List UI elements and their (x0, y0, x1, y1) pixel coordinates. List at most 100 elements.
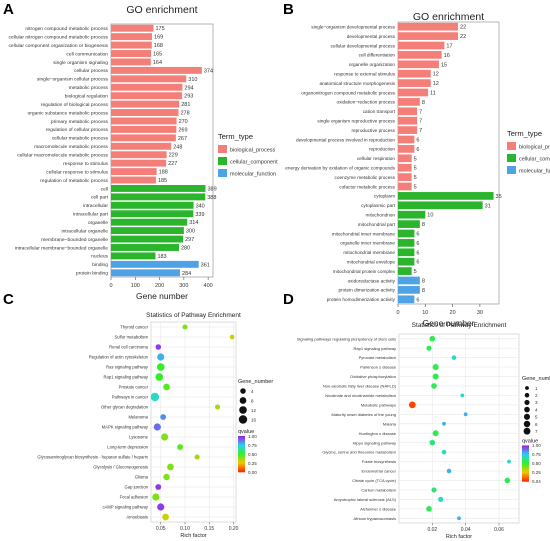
bar-cellular-component (111, 201, 194, 209)
bar-value-label: 340 (196, 203, 205, 209)
plot-frame (397, 21, 500, 305)
data-point (155, 344, 162, 350)
x-axis-label: Rich factor (446, 534, 472, 540)
bar-biological-process (111, 159, 167, 167)
bar-value-label: 7 (419, 128, 422, 134)
color-scale-segment (522, 451, 529, 453)
x-tick-label: 0 (109, 283, 112, 289)
data-point (457, 516, 461, 521)
category-label: Prostate cancer (119, 385, 149, 390)
color-scale-segment (238, 451, 245, 454)
color-scale-segment (238, 461, 245, 463)
panel-letter: D (283, 291, 294, 308)
color-scale-segment (238, 456, 245, 458)
bar-biological-process (398, 126, 418, 134)
color-scale-segment (238, 440, 245, 443)
x-tick-label: 200 (155, 283, 164, 289)
size-legend-label: 6 (535, 422, 538, 427)
bar-biological-process (111, 176, 156, 184)
bar-cellular-component (111, 210, 194, 218)
x-tick-label: 0.04 (461, 527, 471, 533)
category-label: oxidation−reduction process (337, 100, 396, 105)
category-label: cell differentiation (359, 53, 396, 58)
bar-biological-process (111, 33, 153, 41)
category-label: Rap1 signaling pathway (104, 375, 149, 380)
category-label: Regulation of actin cytoskeleton (89, 355, 149, 360)
bar-value-label: 17 (446, 44, 452, 50)
category-label: intracellular (83, 203, 108, 209)
category-label: Alzheimer s disease (360, 506, 397, 511)
chart-title: GO enrichment (126, 4, 197, 16)
category-label: cofactor metabolic process (339, 184, 395, 189)
category-label: single organism signaling (53, 60, 108, 66)
data-point (214, 404, 221, 410)
bar-cellular-component (111, 244, 179, 251)
bar-value-label: 293 (184, 94, 193, 100)
data-point (426, 506, 432, 512)
bar-biological-process (111, 75, 187, 83)
bar-value-label: 6 (416, 297, 419, 303)
bar-biological-process (111, 142, 172, 150)
bar-value-label: 269 (178, 127, 187, 133)
panel-c: C Statistics of Pathway Enrichment Thyroid… (3, 291, 273, 539)
category-label: protein dimerization activity (338, 288, 395, 293)
bar-biological-process (398, 163, 412, 172)
bar-value-label: 6 (416, 250, 419, 256)
bar-biological-process (111, 66, 202, 74)
size-legend: Gene_number 1 2 3 4 5 6 7 (522, 376, 550, 435)
size-legend-dot (525, 386, 529, 390)
category-labels: Thyroid cancer Sulfur metabolism Renal cel… (37, 325, 148, 520)
color-legend-label: 0.04 (532, 479, 541, 484)
legend-swatch-biological-process (507, 142, 516, 150)
bar-biological-process (398, 154, 412, 163)
bar-biological-process (398, 69, 431, 78)
bar-value-label: 6 (416, 232, 419, 238)
category-label: single−organism cellular process (37, 77, 109, 83)
data-point (229, 334, 235, 340)
category-label: Citrate cycle (TCA cycle) (352, 478, 396, 483)
color-legend-label: 0.25 (532, 470, 541, 475)
legend-label: biological_process (230, 148, 275, 154)
bar-value-label: 374 (204, 68, 213, 74)
color-scale-segment (522, 456, 529, 458)
category-label: cell (101, 186, 108, 192)
category-label: Pathways in cancer (112, 395, 149, 400)
bar-biological-process (398, 79, 431, 87)
bar-value-label: 280 (181, 245, 190, 251)
category-label: Amoebiasis (126, 515, 148, 520)
bar-value-label: 314 (189, 220, 198, 226)
bar-value-label: 12 (433, 72, 439, 78)
category-label: African trypanosomiasis (354, 516, 396, 521)
bar-biological-process (398, 32, 459, 40)
category-label: Melanoma (128, 415, 148, 420)
x-tick-label: 300 (179, 283, 188, 289)
bar-value-label: 5 (414, 185, 417, 191)
category-label: Thyroid cancer (120, 325, 148, 330)
category-labels: nitrogen compound metabolic process cellu… (8, 26, 108, 277)
category-label: cytoplasmic part (361, 203, 396, 208)
data-point (155, 373, 164, 381)
category-label: coenzyme metabolic process (335, 175, 396, 180)
size-legend-dot (523, 420, 531, 428)
category-label: single−organism developmental process (311, 25, 395, 30)
legend-label: cellular_component (519, 157, 550, 163)
size-legend-dot (239, 406, 247, 414)
category-label: organelle (88, 220, 108, 226)
data-point (408, 401, 416, 409)
bar-biological-process (398, 88, 429, 97)
data-point (432, 373, 439, 380)
bar-value-label: 12 (433, 81, 439, 87)
category-label: Oxidative phosphorylation (350, 374, 396, 379)
bar-value-label: 284 (182, 271, 191, 277)
color-scale-segment (522, 457, 529, 459)
bars (398, 22, 494, 304)
data-point (152, 493, 160, 501)
bar-value-label: 164 (153, 60, 162, 66)
category-label: regulation of biological process (41, 102, 109, 108)
color-scale-segment (522, 462, 529, 464)
size-legend-title: Gene_number (238, 379, 273, 385)
color-scale-segment (522, 480, 529, 482)
bar-value-label: 361 (201, 262, 210, 268)
bar-cellular-component (398, 229, 415, 238)
